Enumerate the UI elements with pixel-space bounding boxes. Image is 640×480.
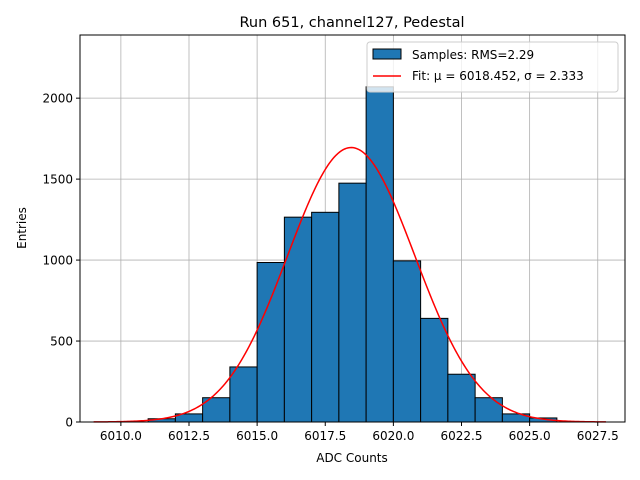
histogram-bar: [447, 373, 476, 423]
histogram-bar: [256, 262, 285, 423]
x-tick-label: 6010.0: [100, 429, 142, 443]
histogram-bar: [365, 86, 394, 423]
y-axis-ticks: 0 500 1000 1500 2000: [42, 92, 80, 430]
histogram-bar: [338, 182, 367, 423]
legend: Samples: RMS=2.29 Fit: μ = 6018.452, σ =…: [366, 41, 619, 93]
histogram-bar: [311, 211, 340, 423]
x-axis-ticks: 6010.0 6012.5 6015.0 6017.5 6020.0 6022.5 6025…: [100, 422, 619, 443]
legend-label-samples: Samples: RMS=2.29: [412, 48, 534, 62]
legend-label-fit: Fit: μ = 6018.452, σ = 2.333: [412, 69, 584, 83]
fit-curve: [93, 146, 606, 423]
legend-swatch-samples: [372, 48, 402, 60]
y-tick-label: 0: [65, 416, 73, 430]
legend-box: [366, 41, 619, 93]
x-tick-label: 6025.0: [509, 429, 551, 443]
x-tick-label: 6020.0: [372, 429, 414, 443]
x-axis-label: ADC Counts: [316, 451, 388, 465]
y-tick-label: 1000: [42, 254, 73, 268]
plot-frame: [79, 34, 626, 423]
y-tick-label: 500: [50, 335, 73, 349]
y-tick-label: 1500: [42, 173, 73, 187]
x-tick-label: 6022.5: [441, 429, 483, 443]
histogram-bar: [474, 397, 503, 423]
x-tick-label: 6017.5: [304, 429, 346, 443]
chart-title: Run 651, channel127, Pedestal: [239, 15, 464, 31]
x-tick-label: 6027.5: [577, 429, 619, 443]
y-axis-label: Entries: [15, 207, 29, 249]
histogram-bar: [283, 216, 313, 423]
histogram-bar: [392, 260, 422, 423]
histogram-bars: [147, 86, 558, 423]
x-tick-label: 6012.5: [168, 429, 210, 443]
x-tick-label: 6015.0: [236, 429, 278, 443]
histogram-bar: [420, 317, 449, 423]
histogram-bar: [229, 366, 258, 423]
y-tick-label: 2000: [42, 92, 73, 106]
